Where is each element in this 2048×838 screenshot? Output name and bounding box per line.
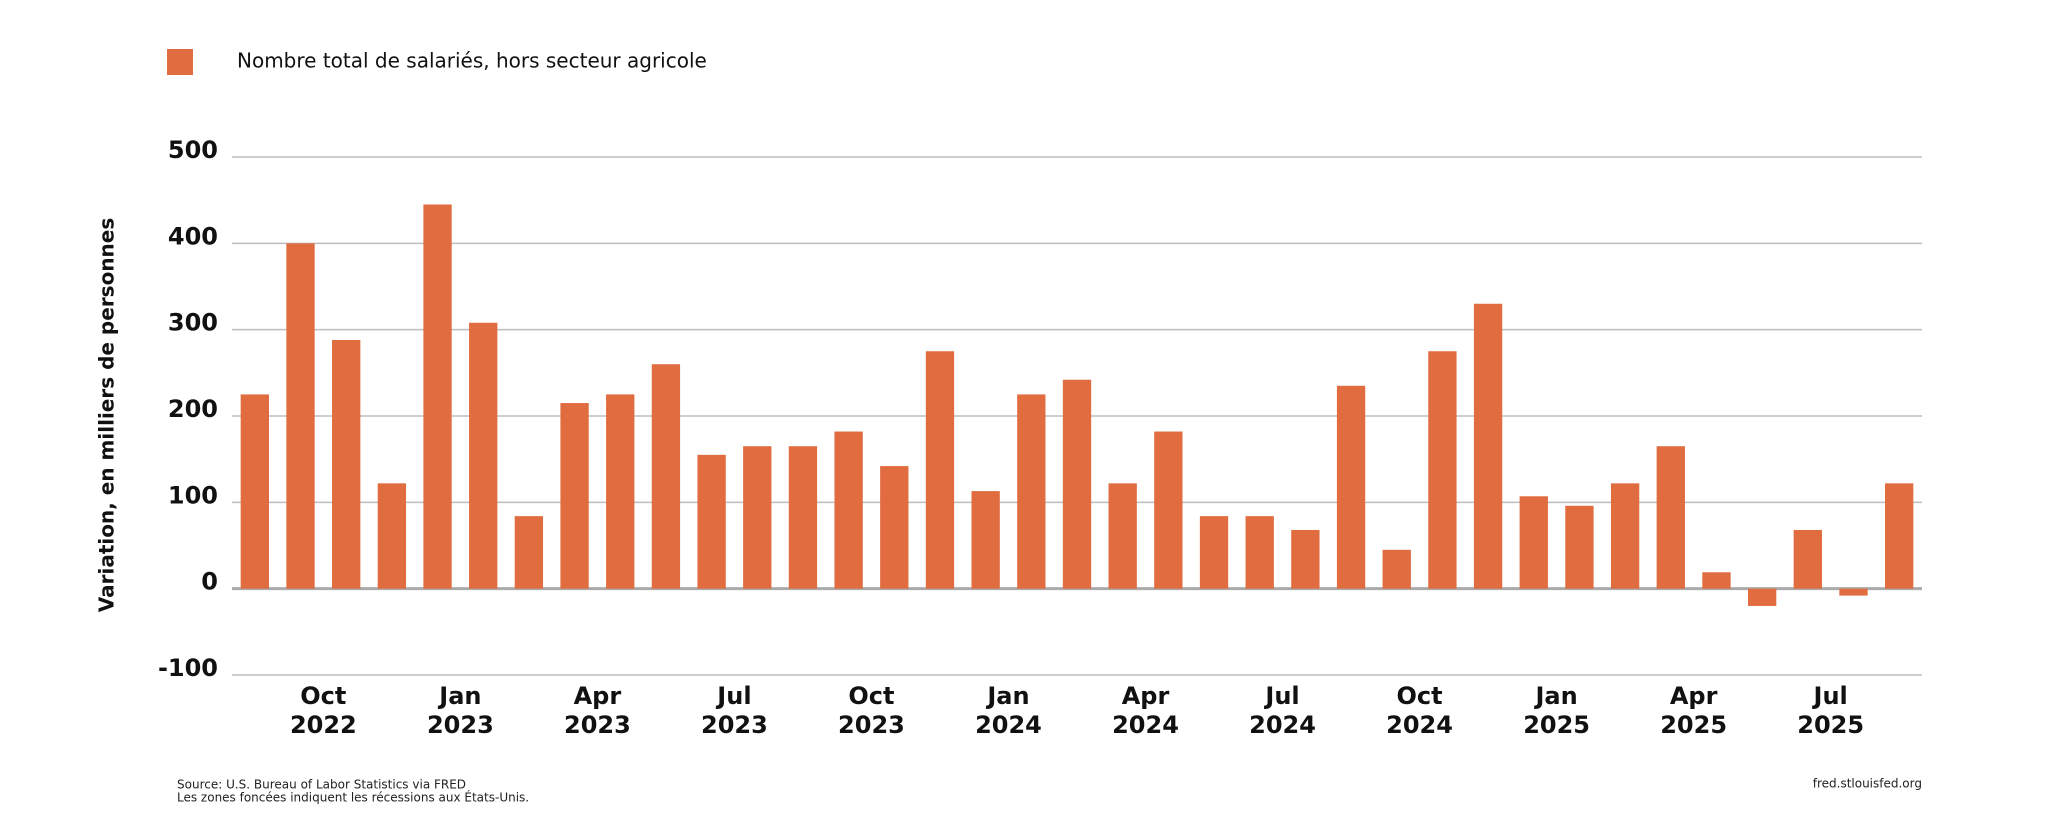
note: Les zones foncées indiquent les récessio… <box>177 790 529 805</box>
x-tick-label: Jan 2025 <box>1523 682 1590 739</box>
x-tick-label-line: Jan <box>437 682 481 710</box>
x-tick-label-line: Apr <box>574 682 622 710</box>
y-tick-label: 200 <box>168 395 218 423</box>
x-tick-label-line: 2022 <box>290 711 357 739</box>
legend-label: Nombre total de salariés, hors secteur a… <box>237 49 707 73</box>
y-tick-label: 500 <box>168 136 218 164</box>
x-tick-label-line: 2025 <box>1660 711 1727 739</box>
bar <box>971 491 1000 589</box>
bar <box>1017 394 1046 589</box>
bar <box>1291 529 1320 589</box>
x-tick-label-line: 2024 <box>975 711 1042 739</box>
bar <box>1382 549 1411 589</box>
bar <box>1747 588 1777 606</box>
bar <box>514 516 544 589</box>
bar <box>651 364 681 589</box>
x-tick-label-line: 2023 <box>838 711 905 739</box>
bar <box>606 394 635 589</box>
bar <box>1885 483 1914 589</box>
x-tick-label: Jul 2024 <box>1249 682 1316 739</box>
bar <box>1610 483 1640 589</box>
x-tick-label-line: Oct <box>848 682 894 710</box>
source: Source: U.S. Bureau of Labor Statistics … <box>177 778 466 792</box>
bar <box>423 204 452 589</box>
x-tick-label-line: Jul <box>1812 682 1848 710</box>
bar <box>1839 588 1868 596</box>
bar <box>1428 351 1457 589</box>
y-axis-label: Variation, en milliers de personnes <box>95 218 119 613</box>
x-tick-label-line: Jan <box>985 682 1029 710</box>
bar <box>1154 431 1183 589</box>
x-tick-label-line: 2025 <box>1523 711 1590 739</box>
x-tick-label-line: Oct <box>300 682 346 710</box>
x-tick-label: Apr 2024 <box>1112 682 1179 739</box>
bar <box>469 322 498 589</box>
bar <box>332 340 361 589</box>
bar <box>834 431 863 589</box>
x-tick-label-line: 2024 <box>1112 711 1179 739</box>
bar <box>1519 496 1548 589</box>
bar <box>880 466 909 589</box>
bar <box>925 351 955 589</box>
x-tick-label-line: Oct <box>1397 682 1443 710</box>
x-tick-label-line: Apr <box>1122 682 1170 710</box>
x-tick-label-line: 2025 <box>1797 711 1864 739</box>
x-tick-label-line: 2023 <box>427 711 494 739</box>
x-tick-label: Jul 2023 <box>701 682 768 739</box>
bar <box>1062 379 1092 589</box>
bar <box>1108 483 1137 589</box>
x-tick-label: Oct 2022 <box>290 682 357 739</box>
x-tick-label: Jan 2024 <box>975 682 1042 739</box>
x-tick-label-line: Jul <box>1263 682 1299 710</box>
bar <box>560 403 589 589</box>
bar <box>1473 303 1503 589</box>
bar <box>240 394 269 589</box>
x-tick-label: Oct 2024 <box>1386 682 1453 739</box>
x-tick-label-line: 2024 <box>1249 711 1316 739</box>
bar <box>788 446 818 589</box>
bar <box>697 454 726 589</box>
x-tick-label-line: 2024 <box>1386 711 1453 739</box>
y-tick-label: 300 <box>168 309 218 337</box>
bar <box>286 243 315 589</box>
x-tick-label: Jan 2023 <box>427 682 494 739</box>
x-tick-label-line: Apr <box>1670 682 1718 710</box>
y-tick-label: 100 <box>168 481 218 509</box>
x-tick-label-line: 2023 <box>564 711 631 739</box>
x-tick-label: Oct 2023 <box>838 682 905 739</box>
y-tick-label: 400 <box>168 222 218 250</box>
bar <box>1656 446 1685 589</box>
bar <box>1565 505 1594 589</box>
x-tick-label-line: Jul <box>715 682 751 710</box>
bar <box>743 446 772 589</box>
x-tick-label-line: Jan <box>1533 682 1577 710</box>
x-tick-label-line: 2023 <box>701 711 768 739</box>
y-tick-label: 0 <box>201 568 218 596</box>
bar <box>1245 516 1274 589</box>
credit: fred.stlouisfed.org <box>1813 777 1922 791</box>
x-tick-label: Apr 2025 <box>1660 682 1727 739</box>
bar <box>377 483 407 589</box>
bar <box>1336 385 1366 589</box>
bar <box>1702 572 1731 589</box>
x-tick-label: Apr 2023 <box>564 682 631 739</box>
x-tick-label: Jul 2025 <box>1797 682 1864 739</box>
legend-swatch <box>167 49 193 75</box>
bar <box>1199 516 1229 589</box>
y-tick-label: -100 <box>158 654 218 682</box>
bar <box>1793 529 1822 589</box>
